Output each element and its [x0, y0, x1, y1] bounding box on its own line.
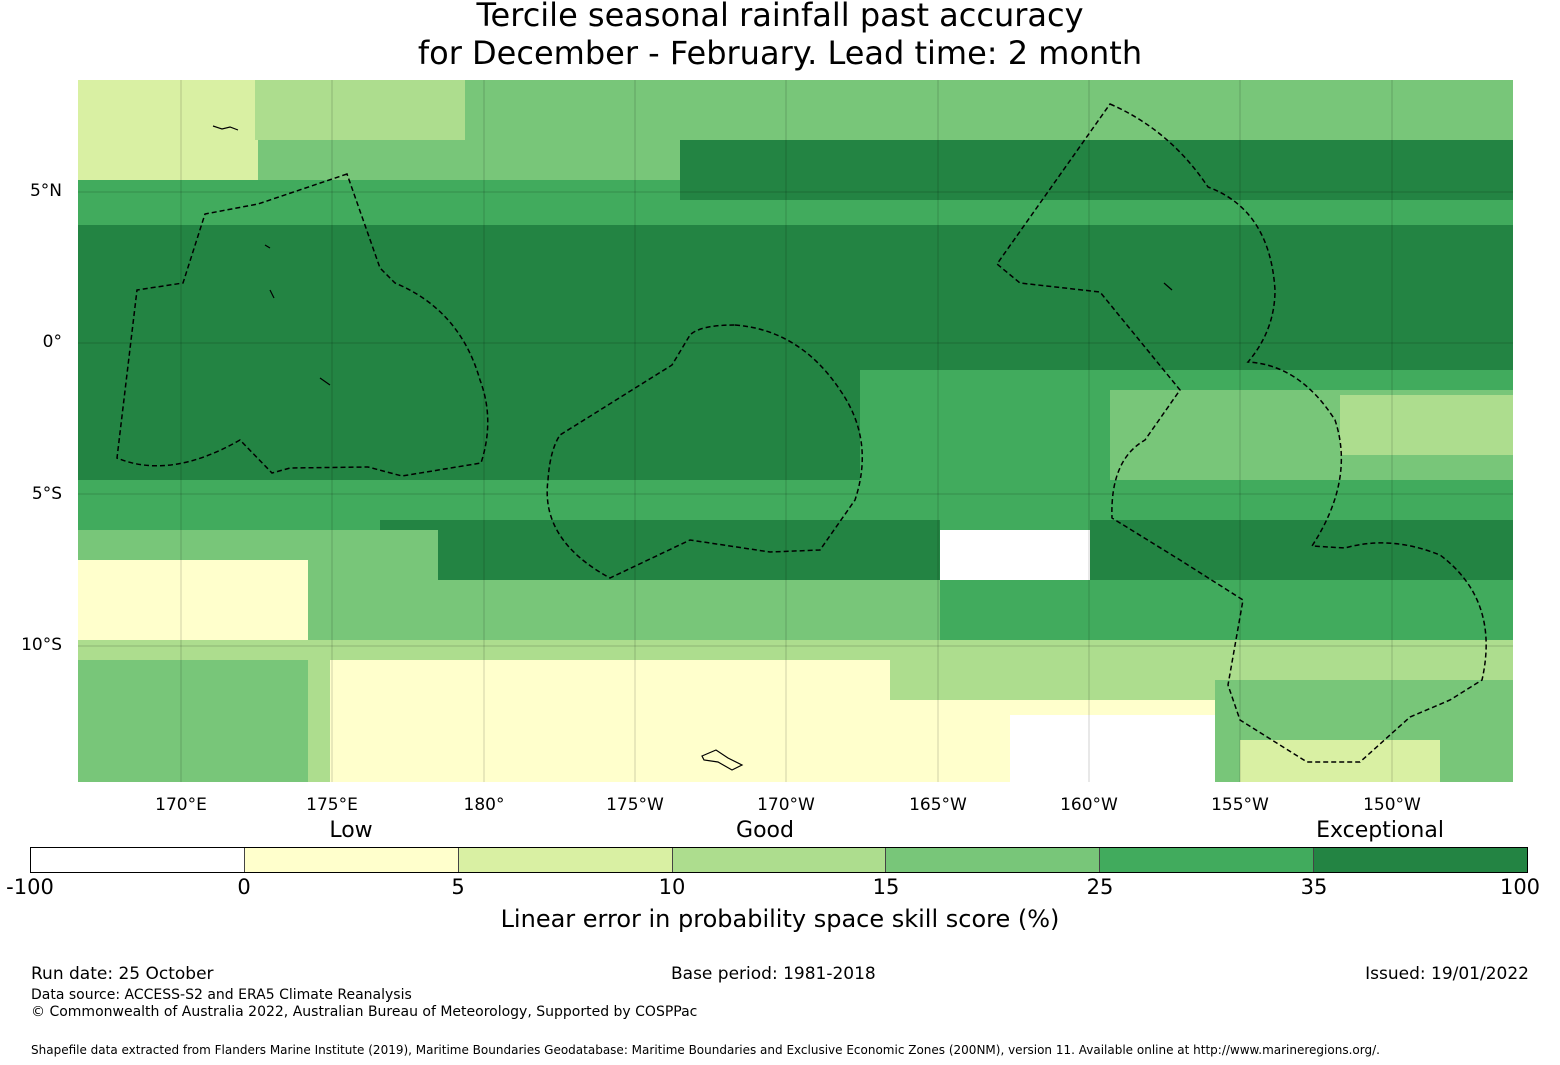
field-band-south-3-west [78, 660, 308, 782]
run-date: Run date: 25 October [31, 964, 214, 984]
colorbar-tick: 15 [872, 875, 900, 899]
graticule [78, 80, 1513, 782]
island-small-4 [319, 377, 331, 386]
lon-label-160w: 160°W [1060, 795, 1118, 815]
chart-title-line-2: for December - February. Lead time: 2 mo… [417, 34, 1143, 72]
shapefile-credit: Shapefile data extracted from Flanders M… [31, 1043, 1380, 1057]
lon-label-170w: 170°W [757, 795, 815, 815]
issued-date: Issued: 19/01/2022 [1365, 964, 1529, 984]
lon-label-175e: 175°E [306, 795, 358, 815]
field-patch-sw-pale [78, 560, 308, 650]
colorbar-tick: 25 [1086, 875, 1114, 899]
lat-label-5s: 5°S [31, 484, 62, 504]
colorbar-segment-2 [244, 848, 459, 872]
colorbar-tick: 100 [1499, 875, 1541, 899]
lon-label-150w: 150°W [1363, 795, 1421, 815]
colorbar-tick: 35 [1300, 875, 1328, 899]
island-small-2 [264, 244, 271, 249]
colorbar-segment-5 [886, 848, 1101, 872]
data-source: Data source: ACCESS-S2 and ERA5 Climate … [31, 987, 412, 1003]
lon-label-180: 180° [463, 795, 505, 815]
field-band-north-east-dark [680, 140, 1513, 200]
lon-label-175w: 175°W [606, 795, 664, 815]
colorbar-tick: 10 [658, 875, 686, 899]
legend-colorbar [30, 847, 1528, 873]
colorbar-segment-7 [1314, 848, 1528, 872]
copyright: © Commonwealth of Australia 2022, Austra… [31, 1004, 698, 1020]
field-patch-south-white [1010, 715, 1220, 782]
colorbar-segment-3 [458, 848, 673, 872]
colorbar-segment-6 [1100, 848, 1315, 872]
field-patch-south-pale [330, 660, 890, 782]
colorbar-segment-4 [672, 848, 887, 872]
lat-label-0: 0° [42, 332, 62, 352]
island-small-3 [269, 289, 275, 299]
legend-category-good: Good [736, 818, 794, 843]
lon-label-165w: 165°W [909, 795, 967, 815]
colorbar-segment-1 [31, 848, 245, 872]
lat-label-5n: 5°N [29, 181, 62, 201]
colorbar-tick: 0 [237, 875, 251, 899]
legend-category-exceptional: Exceptional [1316, 818, 1444, 843]
field-band-south-dark-mid [380, 520, 940, 580]
lon-label-170e: 170°E [155, 795, 207, 815]
eez-boundary-northeast [995, 103, 1487, 763]
base-period: Base period: 1981-2018 [671, 964, 876, 984]
field-patch-south-east-pale [1240, 740, 1440, 782]
chart-title-line-1: Tercile seasonal rainfall past accuracy [476, 0, 1084, 34]
field-patch-nw-pale [78, 80, 258, 180]
eez-boundary-west [116, 173, 489, 477]
samoa-island [701, 749, 744, 771]
field-band-core [78, 225, 1513, 370]
field-patch-se-pale [1340, 395, 1513, 455]
colorbar-tick: 5 [451, 875, 465, 899]
colorbar-tick: -100 [6, 875, 54, 899]
island-small-1 [212, 125, 239, 131]
field-patch-n-light [255, 80, 465, 140]
eez-boundary-central [546, 324, 864, 579]
island-small-5 [1163, 282, 1173, 291]
lat-label-10s: 10°S [21, 635, 62, 655]
lon-label-155w: 155°W [1211, 795, 1269, 815]
skill-score-map [78, 80, 1513, 782]
colorbar-title: Linear error in probability space skill … [500, 905, 1060, 933]
legend-category-low: Low [329, 818, 373, 843]
field-band-core-south-west [78, 370, 978, 480]
